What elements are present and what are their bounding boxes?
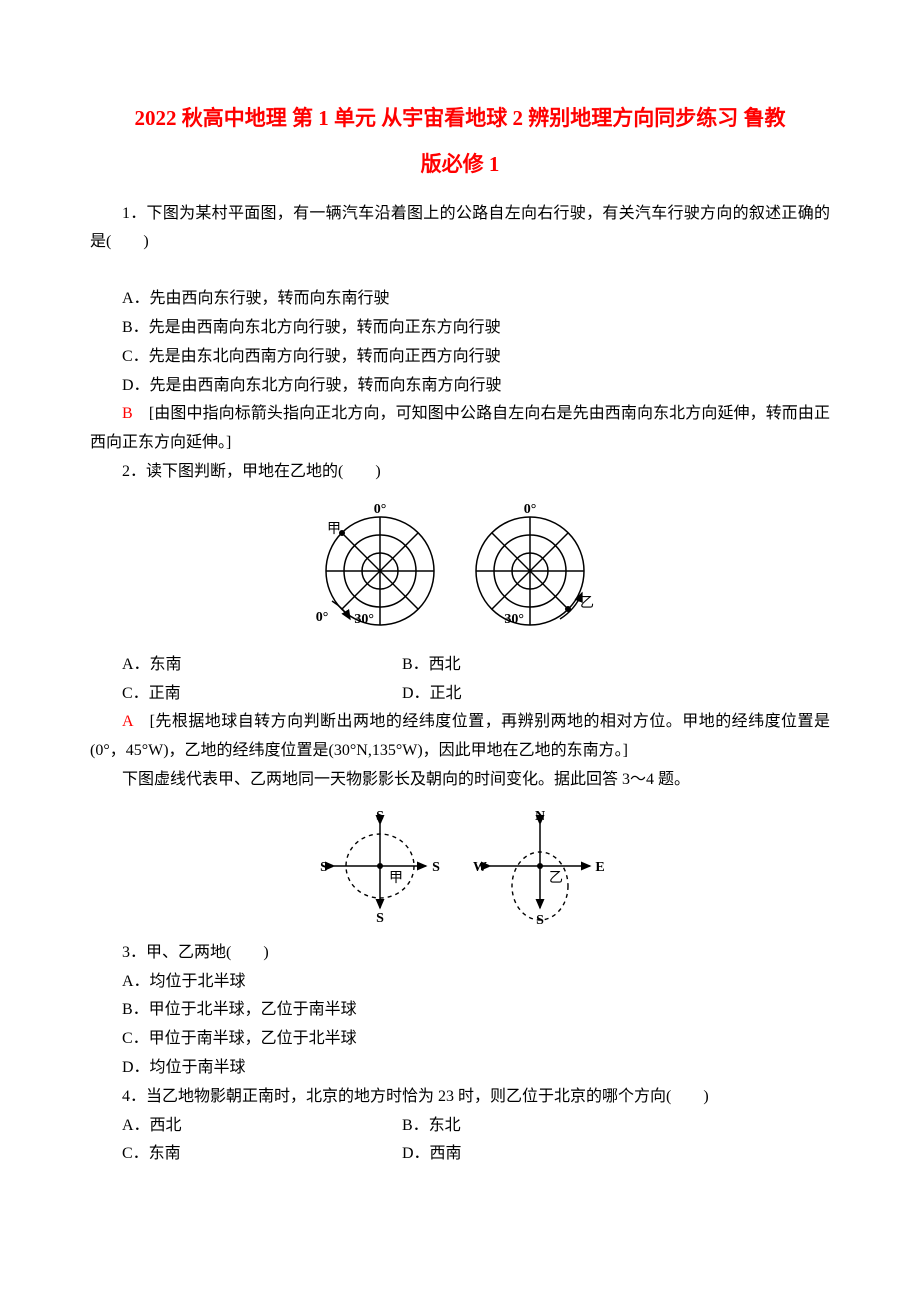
q2-answer: A [先根据地球自转方向判断出两地的经纬度位置，再辨别两地的相对方位。甲地的经纬… (90, 708, 830, 766)
q1-stem: 1．下图为某村平面图，有一辆汽车沿着图上的公路自左向右行驶，有关汽车行驶方向的叙… (90, 200, 830, 258)
q2-answer-text: [先根据地球自转方向判断出两地的经纬度位置，再辨别两地的相对方位。甲地的经纬度位… (90, 713, 830, 759)
q4-stem: 4．当乙地物影朝正南时，北京的地方时恰为 23 时，则乙位于北京的哪个方向( ) (90, 1083, 830, 1112)
q3-optD: D．均位于南半球 (90, 1054, 830, 1083)
jia-top: S (376, 809, 384, 824)
q3-stem: 3．甲、乙两地( ) (90, 939, 830, 968)
q3-optB: B．甲位于北半球，乙位于南半球 (90, 996, 830, 1025)
q2-right-yi: 乙 (580, 595, 594, 611)
q1-optD: D．先是由西南向东北方向行驶，转而向东南方向行驶 (90, 372, 830, 401)
q2-optC: C．正南 (122, 680, 402, 709)
q2-optA: A．东南 (122, 651, 402, 680)
q2-left-30: 30° (354, 612, 374, 627)
yi-left: W (473, 860, 487, 875)
title-line2: 版必修 1 (90, 146, 830, 184)
q1-optB: B．先是由西南向东北方向行驶，转而向正东方向行驶 (90, 314, 830, 343)
q2-right-0top: 0° (524, 502, 537, 517)
title-line1: 2022 秋高中地理 第 1 单元 从宇宙看地球 2 辨别地理方向同步练习 鲁教 (90, 100, 830, 138)
q1-answer-text: [由图中指向标箭头指向正北方向，可知图中公路自左向右是先由西南向东北方向延伸，转… (90, 405, 830, 451)
q1-answer: B [由图中指向标箭头指向正北方向，可知图中公路自左向右是先由西南向东北方向延伸… (90, 400, 830, 458)
q3-optA: A．均位于北半球 (90, 968, 830, 997)
q2-right-30: 30° (504, 612, 524, 627)
jia-label: 甲 (389, 871, 403, 886)
q2-answer-letter: A (122, 713, 133, 730)
q3-optC: C．甲位于南半球，乙位于北半球 (90, 1025, 830, 1054)
jia-bot: S (376, 911, 384, 926)
q2-optB: B．西北 (402, 651, 682, 680)
q1-optC: C．先是由东北向西南方向行驶，转而向正西方向行驶 (90, 343, 830, 372)
passage-34: 下图虚线代表甲、乙两地同一天物影影长及朝向的时间变化。据此回答 3～4 题。 (90, 766, 830, 795)
q2-left-jia: 甲 (327, 522, 341, 537)
jia-right: S (432, 860, 440, 875)
jia-left: S (320, 860, 328, 875)
q4-optB: B．东北 (402, 1112, 682, 1141)
q2-left-0bot: 0° (316, 610, 329, 625)
yi-label: 乙 (549, 870, 563, 886)
shadow-diagram: S S S S 甲 N S W E 乙 (90, 801, 830, 931)
q1-answer-letter: B (122, 405, 133, 422)
q2-optD: D．正北 (402, 680, 682, 709)
yi-bot: S (536, 913, 544, 928)
q2-diagram: 0° 甲 30° 0° 0° 30° 乙 (90, 493, 830, 643)
q2-left-0top: 0° (374, 502, 387, 517)
q4-optD: D．西南 (402, 1140, 682, 1169)
q4-optC: C．东南 (122, 1140, 402, 1169)
q1-optA: A．先由西向东行驶，转而向东南行驶 (90, 285, 830, 314)
q4-optA: A．西北 (122, 1112, 402, 1141)
yi-right: E (595, 860, 604, 875)
yi-top: N (535, 809, 545, 824)
q2-stem: 2．读下图判断，甲地在乙地的( ) (90, 458, 830, 487)
